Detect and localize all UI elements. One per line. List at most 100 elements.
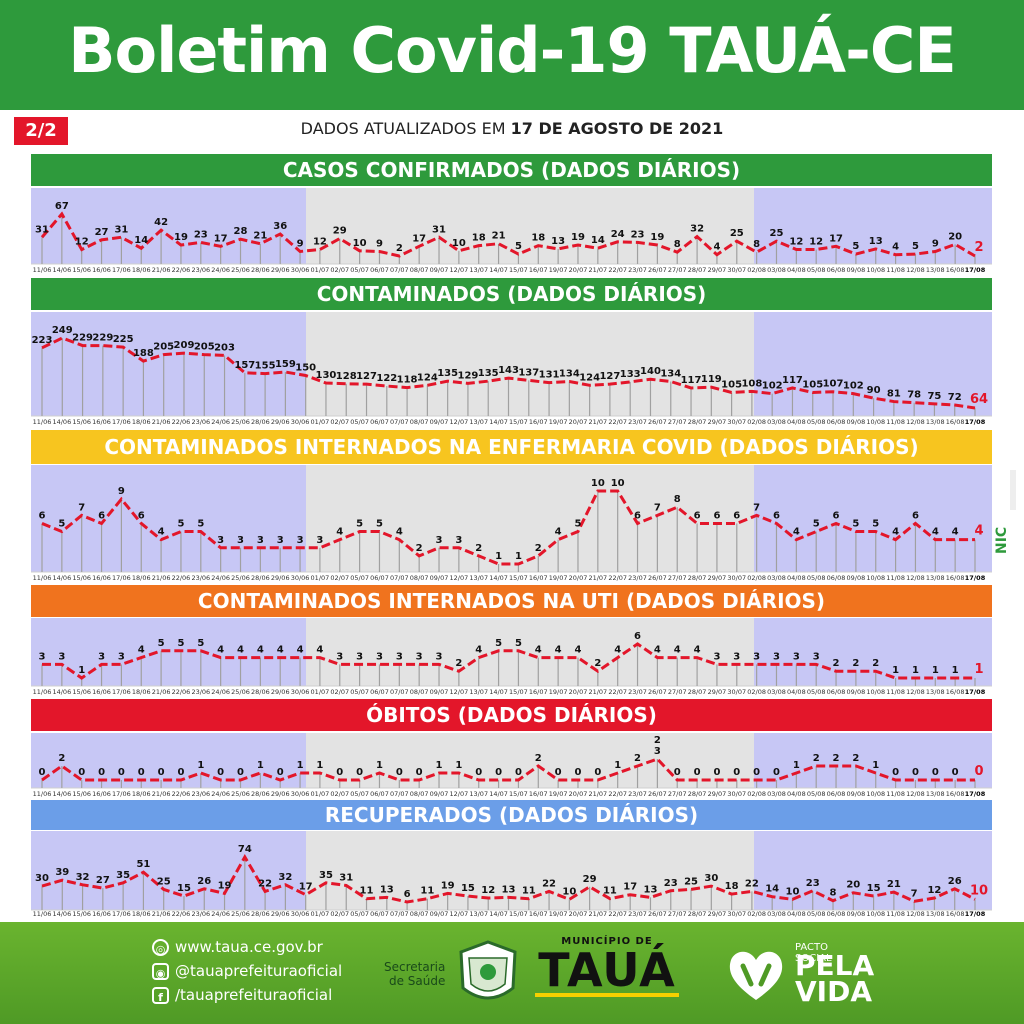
tick-label: 28/06	[251, 910, 270, 918]
tick-label: 29/07	[708, 266, 727, 274]
page-badge: 2/2	[14, 117, 68, 145]
tick-label: 12/07	[450, 574, 469, 582]
tick-label: 04/08	[787, 910, 806, 918]
tick-label: 30/07	[727, 688, 746, 696]
data-label: 3	[436, 651, 443, 662]
tick-label: 16/06	[92, 418, 111, 426]
data-label: 23	[631, 229, 645, 240]
data-label: 6	[404, 889, 411, 900]
tick-label: 27/07	[668, 574, 687, 582]
data-label: 0	[932, 767, 939, 778]
data-label: 4	[138, 645, 145, 656]
tick-label: 24/06	[211, 418, 230, 426]
tick-label: 22/07	[608, 688, 627, 696]
tick-label: 13/08	[926, 790, 945, 798]
period-bg	[306, 733, 754, 788]
tick-label: 15/06	[72, 418, 91, 426]
data-label: 18	[472, 233, 486, 244]
data-label: 3	[277, 535, 284, 546]
tick-label: 02/08	[747, 790, 766, 798]
tick-label: 12/08	[906, 910, 925, 918]
data-label: 6	[713, 510, 720, 521]
data-label: 135	[478, 368, 499, 379]
tick-label: 22/06	[172, 790, 191, 798]
tick-label: 06/07	[370, 688, 389, 696]
data-label: 1	[455, 760, 462, 771]
data-label: 2	[634, 753, 641, 764]
tick-label: 10/08	[866, 688, 885, 696]
tick-label: 05/08	[807, 574, 826, 582]
data-label: 4	[952, 527, 959, 538]
tick-label: 25/06	[231, 266, 250, 274]
data-label: 12	[809, 237, 823, 248]
tick-label: 29/06	[271, 418, 290, 426]
data-label: 0	[733, 767, 740, 778]
data-label: 4	[974, 524, 983, 539]
instagram-link[interactable]: @tauaprefeituraoficial	[175, 962, 343, 980]
tick-label: 17/08	[965, 418, 986, 426]
tick-label: 30/06	[291, 688, 310, 696]
tick-label: 16/06	[92, 574, 111, 582]
tick-label: 04/08	[787, 266, 806, 274]
website-link[interactable]: www.taua.ce.gov.br	[175, 938, 323, 956]
tick-label: 29/07	[708, 790, 727, 798]
tick-label: 25/06	[231, 418, 250, 426]
tick-label: 20/07	[569, 418, 588, 426]
tick-label: 05/08	[807, 910, 826, 918]
tick-label: 09/08	[847, 688, 866, 696]
data-label: 6	[39, 510, 46, 521]
tick-label: 14/06	[52, 418, 71, 426]
data-label: 8	[674, 494, 681, 505]
tick-label: 12/07	[450, 418, 469, 426]
tick-label: 24/06	[211, 910, 230, 918]
chart-title-bar	[31, 699, 992, 731]
data-label: 0	[912, 767, 919, 778]
tick-label: 28/07	[688, 266, 707, 274]
data-label: 6	[733, 510, 740, 521]
data-label: 3	[654, 746, 661, 757]
data-label: 3	[416, 651, 423, 662]
data-label: 31	[432, 224, 446, 235]
data-label: 2	[974, 240, 983, 255]
tick-label: 30/06	[291, 790, 310, 798]
tick-label: 03/08	[767, 418, 786, 426]
data-label: 1	[872, 760, 879, 771]
data-label: 143	[498, 365, 519, 376]
data-label: 127	[599, 371, 620, 382]
chart-panel: CONTAMINADOS INTERNADOS NA ENFERMARIA CO…	[31, 430, 992, 582]
data-label: 4	[674, 645, 681, 656]
tick-label: 09/08	[847, 910, 866, 918]
data-label: 133	[620, 369, 641, 380]
data-label: 205	[153, 342, 174, 353]
data-label: 0	[336, 767, 343, 778]
data-label: 6	[634, 510, 641, 521]
tick-label: 13/07	[469, 418, 488, 426]
data-label: 25	[684, 876, 698, 887]
data-label: 5	[177, 519, 184, 530]
tick-label: 27/07	[668, 266, 687, 274]
facebook-link[interactable]: /tauaprefeituraoficial	[175, 986, 333, 1004]
data-label: 8	[830, 888, 837, 899]
data-label: 0	[39, 767, 46, 778]
data-label: 7	[911, 888, 918, 899]
tick-label: 15/07	[509, 790, 528, 798]
tick-label: 11/08	[886, 266, 905, 274]
data-label: 17	[214, 233, 228, 244]
data-label: 1	[316, 760, 323, 771]
data-label: 5	[197, 638, 204, 649]
tick-label: 29/07	[708, 418, 727, 426]
tick-label: 12/07	[450, 266, 469, 274]
tick-label: 28/06	[251, 790, 270, 798]
data-label: 0	[118, 767, 125, 778]
series-line	[41, 853, 976, 904]
tick-label: 18/06	[132, 910, 151, 918]
data-label: 2	[58, 753, 65, 764]
data-label: 1	[974, 662, 983, 677]
data-label: 75	[927, 391, 941, 402]
data-label: 14	[134, 235, 148, 246]
data-label: 150	[295, 362, 316, 373]
updated-prefix: DADOS ATUALIZADOS EM	[300, 119, 506, 138]
tick-label: 29/06	[271, 910, 290, 918]
data-label: 4	[535, 645, 542, 656]
tick-label: 06/07	[370, 574, 389, 582]
